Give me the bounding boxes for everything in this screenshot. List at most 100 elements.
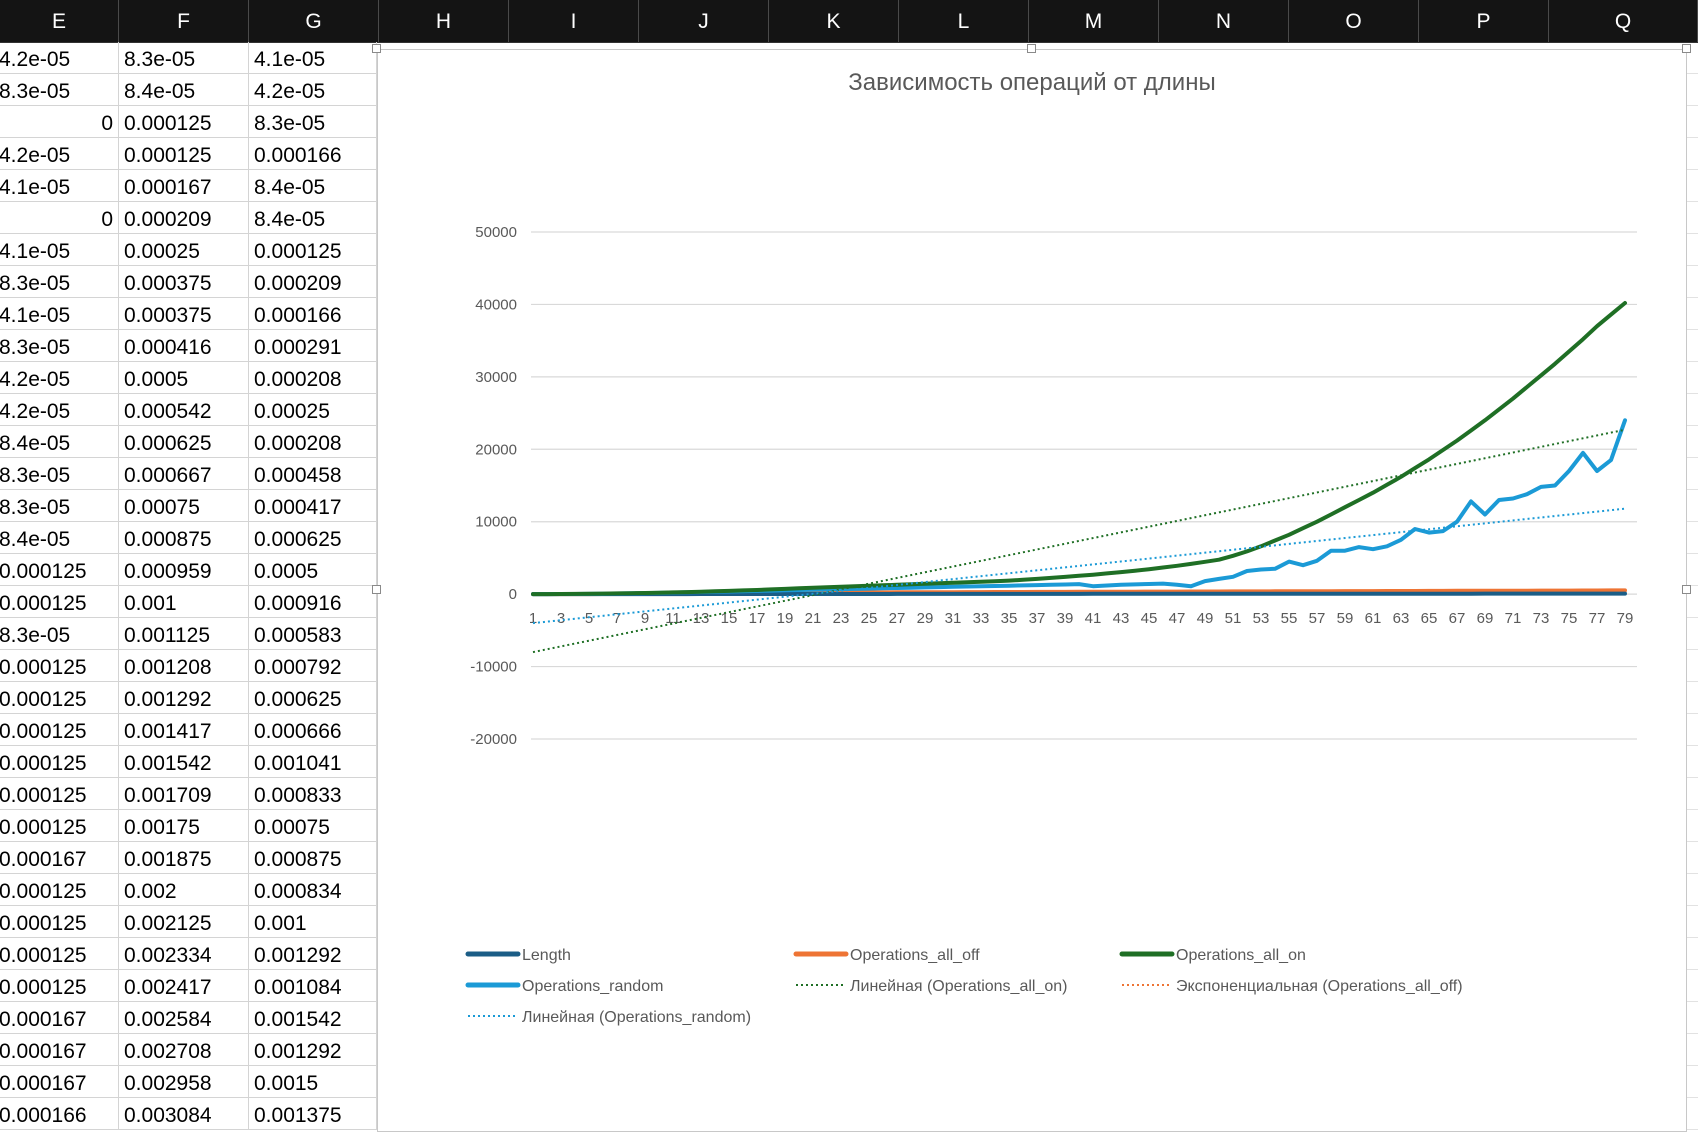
cell[interactable]: 0.000167 [0,1066,119,1098]
series-line-operations-random[interactable] [531,418,1627,597]
cell[interactable]: 0.000667 [119,458,249,490]
cell[interactable]: 0.000666 [249,714,377,746]
cell[interactable]: 0.000417 [249,490,377,522]
cell[interactable]: 4.2e-05 [0,42,119,74]
cell[interactable]: 0.000375 [119,298,249,330]
cell[interactable]: 0.000167 [119,170,249,202]
cell[interactable]: 0.000125 [0,874,119,906]
cell[interactable]: 0.002584 [119,1002,249,1034]
cell[interactable]: 8.3e-05 [249,106,377,138]
cell[interactable]: 0.000625 [249,682,377,714]
cell[interactable]: 0.000291 [249,330,377,362]
legend-entry[interactable]: Экспоненциальная (Operations_all_off) [1122,978,1463,995]
cell[interactable]: 0.001542 [249,1002,377,1034]
cell[interactable]: 8.4e-05 [249,202,377,234]
cell[interactable]: 8.3e-05 [0,458,119,490]
cell[interactable]: 0.001292 [249,1034,377,1066]
cell[interactable]: 8.3e-05 [0,618,119,650]
cell[interactable]: 0.001875 [119,842,249,874]
cell[interactable]: 0.001084 [249,970,377,1002]
trendline-4[interactable] [532,428,1626,654]
cell[interactable]: 0.000166 [249,138,377,170]
cell[interactable]: 8.3e-05 [0,490,119,522]
cell[interactable]: 8.4e-05 [0,426,119,458]
cell[interactable]: 0.000959 [119,554,249,586]
cell[interactable]: 0.00075 [249,810,377,842]
cell[interactable]: 0.001041 [249,746,377,778]
cell[interactable]: 0.001292 [249,938,377,970]
cell[interactable]: 8.3e-05 [0,330,119,362]
cell[interactable]: 0.000125 [0,586,119,618]
cell[interactable]: 0.000125 [0,938,119,970]
cell[interactable]: 0.001292 [119,682,249,714]
cell[interactable]: 0.002 [119,874,249,906]
cell[interactable]: 8.3e-05 [119,42,249,74]
legend-entry[interactable]: Operations_all_off [793,947,980,964]
cell[interactable]: 0.000833 [249,778,377,810]
cell[interactable]: 0.000583 [249,618,377,650]
cell[interactable]: 0.001208 [119,650,249,682]
column-header-o[interactable]: O [1289,0,1419,42]
column-header-i[interactable]: I [509,0,639,42]
column-header-h[interactable]: H [379,0,509,42]
legend-entry[interactable]: Operations_all_on [1119,947,1306,964]
cell[interactable]: 0.000125 [119,106,249,138]
cell[interactable]: 0.000125 [0,650,119,682]
column-header-n[interactable]: N [1159,0,1289,42]
cell[interactable]: 8.4e-05 [119,74,249,106]
trendline-6[interactable] [532,507,1626,625]
series-line-length[interactable] [531,591,1627,597]
cell[interactable]: 0.000875 [119,522,249,554]
chart-resize-handle-top-middle[interactable] [1027,44,1036,53]
cell[interactable]: 4.1e-05 [249,42,377,74]
cell[interactable]: 0.000125 [0,554,119,586]
cell[interactable]: 0.000125 [119,138,249,170]
line-chart[interactable]: Зависимость операций от длины 50000 40000 3… [378,50,1686,1131]
cell[interactable]: 0.00025 [249,394,377,426]
cell[interactable]: 0.000542 [119,394,249,426]
cell[interactable]: 8.4e-05 [0,522,119,554]
cell[interactable]: 0.002708 [119,1034,249,1066]
cell[interactable]: 0.000792 [249,650,377,682]
column-header-e[interactable]: E [0,0,119,42]
column-header-m[interactable]: M [1029,0,1159,42]
cell[interactable]: 4.2e-05 [0,138,119,170]
cell[interactable]: 0.000125 [0,970,119,1002]
legend-entry[interactable]: Operations_random [465,978,663,995]
cell[interactable]: 0.000125 [0,906,119,938]
cell[interactable]: 4.2e-05 [249,74,377,106]
legend-entry[interactable]: Линейная (Operations_random) [468,1009,751,1026]
cell[interactable]: 0.000458 [249,458,377,490]
cell[interactable]: 0.00025 [119,234,249,266]
cell[interactable]: 0.000125 [249,234,377,266]
cell[interactable]: 8.3e-05 [0,266,119,298]
cell[interactable]: 0.002334 [119,938,249,970]
cell[interactable]: 0.000125 [0,714,119,746]
chart-object[interactable]: Зависимость операций от длины 50000 40000 3… [377,49,1687,1132]
cell[interactable]: 0.0005 [249,554,377,586]
cell[interactable]: 4.1e-05 [0,298,119,330]
cell[interactable]: 0.001542 [119,746,249,778]
cell[interactable]: 0.001375 [249,1098,377,1130]
column-header-k[interactable]: K [769,0,899,42]
chart-resize-handle-top-right[interactable] [1682,44,1691,53]
cell[interactable]: 0.000166 [249,298,377,330]
cell[interactable]: 0.001 [119,586,249,618]
cell[interactable]: 0.001417 [119,714,249,746]
cell[interactable]: 0.000834 [249,874,377,906]
cell[interactable]: 4.1e-05 [0,234,119,266]
cell[interactable]: 0.000167 [0,842,119,874]
cell[interactable]: 0 [0,202,119,234]
cell[interactable]: 4.2e-05 [0,362,119,394]
cell[interactable]: 8.3e-05 [0,74,119,106]
cell[interactable]: 0.000209 [119,202,249,234]
series-line-operations-all-on[interactable] [531,301,1627,597]
column-header-p[interactable]: P [1419,0,1549,42]
cell[interactable]: 0.002417 [119,970,249,1002]
cell[interactable]: 0.0005 [119,362,249,394]
cell[interactable]: 0.000208 [249,426,377,458]
column-header-g[interactable]: G [249,0,379,42]
cell[interactable]: 0.001 [249,906,377,938]
cell[interactable]: 0.000166 [0,1098,119,1130]
cell[interactable]: 0.001709 [119,778,249,810]
